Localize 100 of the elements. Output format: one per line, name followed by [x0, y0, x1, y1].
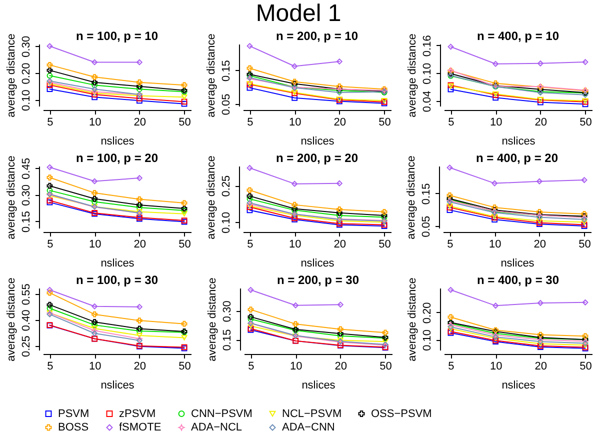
point: [136, 338, 142, 344]
point: [92, 318, 98, 325]
y-axis-title: average distance: [406, 278, 418, 362]
x-tick-label: 5: [248, 360, 254, 372]
point: [537, 60, 544, 66]
point: [46, 174, 53, 180]
point: [492, 80, 499, 86]
point: [537, 338, 544, 345]
point: [136, 202, 142, 208]
x-tick-label: 10: [88, 360, 102, 372]
point: [181, 211, 188, 216]
point: [581, 216, 588, 222]
x-tick-label: 50: [178, 360, 191, 372]
y-tick-label: 0.05: [220, 94, 232, 116]
point: [246, 187, 253, 194]
x-tick-label: 50: [378, 238, 391, 250]
legend-label: zPSVM: [119, 408, 156, 420]
point: [492, 180, 498, 186]
point: [136, 326, 142, 332]
point: [337, 326, 344, 332]
point: [446, 192, 453, 198]
point: [136, 86, 142, 92]
point: [92, 198, 98, 205]
y-tick-label: 0.15: [220, 60, 232, 82]
y-tick-label: 0.15: [222, 329, 234, 351]
point: [537, 332, 544, 338]
y-tick-label: 0.40: [20, 310, 32, 332]
point: [292, 94, 298, 101]
x-tick-label: 10: [488, 238, 502, 250]
x-tick-label: 20: [534, 116, 548, 128]
x-tick-label: 5: [47, 360, 54, 372]
y-axis-title: average distance: [406, 156, 418, 240]
x-tick-label: 5: [247, 116, 254, 128]
x-tick-label: 20: [534, 238, 546, 250]
point: [382, 338, 388, 344]
point: [292, 180, 298, 187]
point: [136, 98, 142, 104]
x-tick-label: 50: [378, 116, 391, 128]
x-tick-label: 5: [447, 238, 454, 250]
point: [136, 318, 142, 324]
point: [246, 43, 253, 49]
y-tick-label: 0.20: [20, 62, 32, 84]
y-tick-label: 0.10: [422, 329, 434, 351]
point: [536, 209, 542, 215]
point: [448, 44, 454, 50]
point: [46, 302, 53, 308]
point: [536, 218, 542, 224]
point: [581, 211, 588, 217]
point: [537, 86, 544, 92]
point: [492, 204, 498, 210]
y-axis-title: average distance: [6, 278, 18, 362]
point: [446, 164, 453, 171]
point: [136, 96, 142, 102]
x-tick-label: 10: [490, 116, 502, 128]
x-tick-label: 20: [334, 238, 346, 250]
point: [448, 86, 454, 92]
y-axis-title: average distance: [406, 34, 418, 118]
chart-title: n = 200, p = 20: [276, 151, 358, 166]
point: [446, 207, 453, 214]
y-axis-title: average distance: [206, 156, 218, 240]
point: [582, 59, 588, 65]
x-axis-title: nslices: [300, 258, 335, 270]
point: [92, 190, 98, 196]
x-tick-label: 5: [448, 116, 454, 128]
point: [136, 59, 142, 66]
point: [382, 330, 388, 336]
point: [92, 326, 98, 332]
y-tick-label: 0.55: [20, 284, 32, 306]
x-tick-label: 5: [47, 238, 54, 250]
chart-title: n = 400, p = 30: [476, 273, 560, 288]
point: [92, 330, 98, 336]
chart-title: n = 200, p = 10: [276, 29, 358, 44]
y-tick-label: 0.30: [20, 36, 32, 58]
point: [537, 300, 544, 306]
legend-label: fSMOTE: [119, 422, 162, 432]
point: [92, 311, 98, 318]
point: [246, 165, 253, 171]
y-tick-label: 0.30: [222, 300, 234, 322]
chart-title: n = 400, p = 10: [476, 29, 560, 44]
point: [448, 314, 454, 320]
y-axis-title: average distance: [206, 34, 218, 118]
point: [136, 196, 142, 202]
x-tick-label: 20: [134, 238, 146, 250]
x-tick-label: 50: [580, 360, 592, 372]
point: [181, 320, 188, 327]
x-tick-label: 50: [178, 238, 191, 250]
y-tick-label: 0.16: [422, 35, 434, 57]
x-axis-title: nslices: [300, 136, 335, 148]
point: [292, 321, 299, 328]
point: [492, 94, 499, 101]
point: [336, 212, 342, 218]
point: [581, 177, 588, 183]
x-axis-title: nslices: [100, 258, 135, 270]
point: [381, 208, 388, 215]
chart-title: n = 200, p = 30: [276, 273, 360, 288]
legend-label: ADA−NCL: [191, 422, 242, 432]
point: [181, 335, 188, 340]
y-tick-label: 0.30: [20, 184, 32, 206]
point: [92, 94, 98, 100]
point: [248, 306, 254, 313]
